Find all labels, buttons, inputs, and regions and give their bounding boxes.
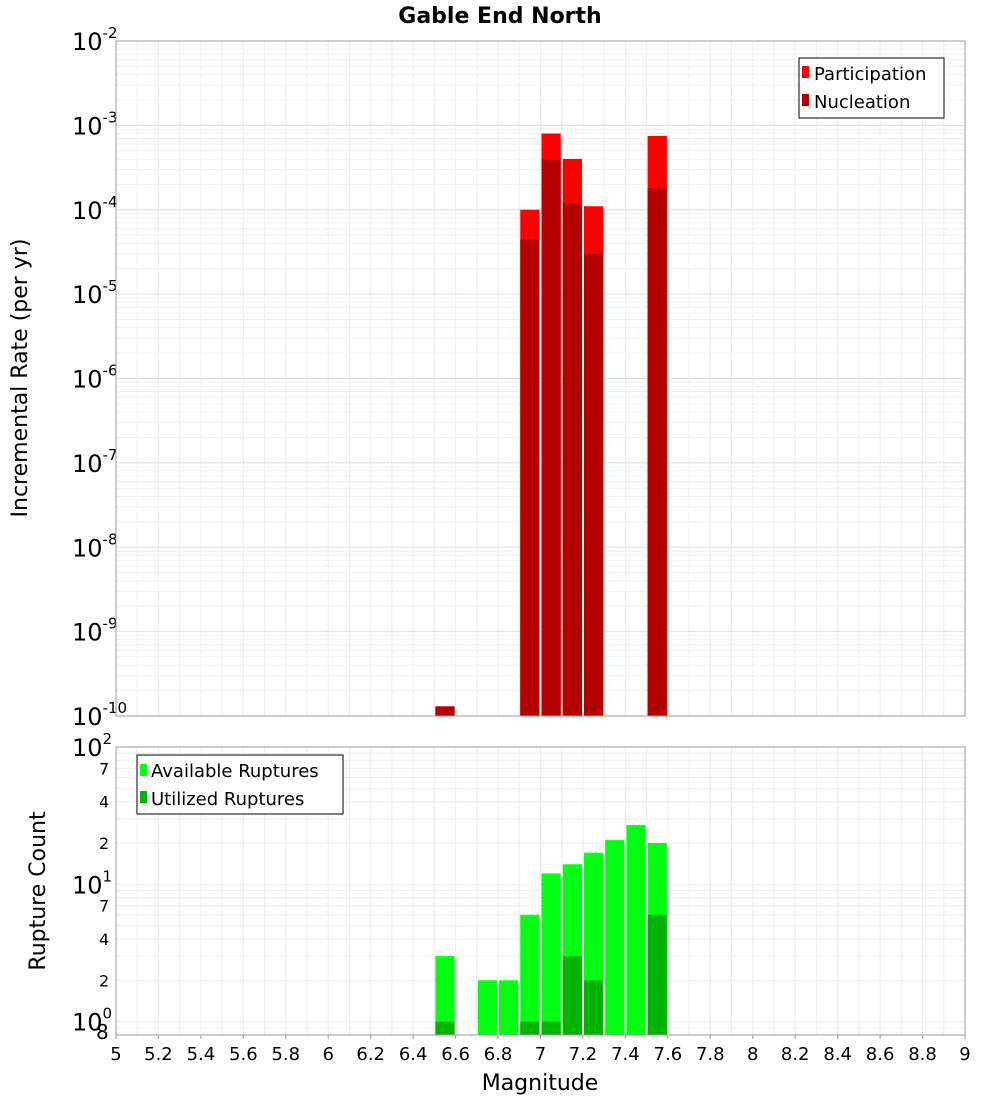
chart-title: Gable End North (398, 4, 601, 29)
bottom-y-minor-tick-label: 2 (99, 834, 109, 853)
available-bar (435, 956, 455, 1035)
bottom-y-minor-tick-label: 4 (99, 930, 109, 949)
top-y-tick-label: 10-2 (72, 24, 118, 56)
nucleation-legend-swatch (802, 94, 809, 106)
bottom-y-axis-label: Rupture Count (26, 811, 51, 971)
top-y-ticks: 10-10 10-9 10-8 10-7 10-6 10-5 10-4 10-3 10-2 (72, 24, 127, 731)
utilized-legend-label: Utilized Ruptures (151, 789, 304, 810)
bottom-bars (435, 825, 667, 1035)
x-tick-label: 8 (747, 1044, 758, 1065)
utilized-bar (562, 956, 582, 1035)
top-plot-border (115, 40, 966, 717)
x-tick-label: 7.4 (611, 1044, 640, 1065)
available-legend-label: Available Ruptures (151, 761, 319, 782)
available-bar (605, 840, 625, 1035)
available-bar (626, 825, 646, 1035)
nucleation-bar (562, 203, 582, 716)
available-legend-swatch (140, 764, 147, 776)
utilized-bar (583, 980, 604, 1035)
top-legend-box (798, 57, 945, 119)
top-y-axis-label: Incremental Rate (per yr) (8, 239, 33, 518)
top-y-tick-label: 10-8 (72, 530, 118, 562)
top-legend: Participation Nucleation (798, 57, 945, 119)
bottom-y-major-tick-label: 100 (72, 1005, 112, 1037)
bottom-y-minor-tick-label: 7 (99, 759, 109, 778)
x-tick-label: 9 (959, 1044, 970, 1065)
top-grid (115, 41, 966, 717)
x-tick-label: 7.2 (569, 1044, 598, 1065)
x-tick-label: 6.4 (399, 1044, 428, 1065)
top-bars (435, 133, 667, 717)
nucleation-bar (520, 239, 540, 716)
available-bar (541, 873, 561, 1035)
available-bar (477, 980, 498, 1035)
top-y-tick-label: 10-7 (72, 446, 118, 478)
nucleation-bar (541, 158, 561, 717)
top-y-tick-label: 10-4 (72, 193, 118, 225)
utilized-bar (541, 1021, 561, 1035)
bottom-plot: 100 101 102 8 2 4 7 2 4 7 Rupture Count Available… (26, 730, 966, 1044)
utilized-bar (520, 1021, 540, 1035)
participation-legend-label: Participation (814, 64, 926, 85)
top-y-tick-label: 10-6 (72, 362, 118, 394)
x-tick-label: 6 (323, 1044, 334, 1065)
nucleation-bar (647, 188, 667, 717)
top-y-tick-label: 10-9 (72, 615, 118, 647)
nucleation-bar (583, 253, 604, 716)
participation-legend-swatch (802, 66, 809, 78)
x-tick-label: 5.4 (187, 1044, 216, 1065)
x-tick-label: 5.2 (144, 1044, 173, 1065)
available-bar (499, 980, 519, 1035)
x-tick-label: 5 (110, 1044, 121, 1065)
x-tick-label: 7 (535, 1044, 546, 1065)
available-bar (520, 914, 540, 1035)
bottom-y-minor-tick-label: 8 (96, 1020, 109, 1044)
bottom-y-major-tick-label: 102 (72, 730, 112, 762)
x-tick-label: 8.8 (908, 1044, 937, 1065)
x-tick-label: 6.2 (356, 1044, 385, 1065)
utilized-legend-swatch (140, 791, 147, 803)
bottom-y-major-tick-label: 101 (72, 867, 112, 899)
x-tick-label: 5.8 (271, 1044, 300, 1065)
utilized-bar (647, 914, 667, 1035)
x-tick-label: 8.6 (866, 1044, 895, 1065)
x-tick-label: 8.4 (823, 1044, 852, 1065)
top-plot: 10-10 10-9 10-8 10-7 10-6 10-5 10-4 10-3 10-2 In… (8, 24, 966, 731)
bottom-y-minor-tick-label: 2 (99, 971, 109, 990)
top-y-tick-label: 10-5 (72, 277, 118, 309)
x-tick-label: 6.8 (484, 1044, 513, 1065)
x-tick-label: 7.8 (696, 1044, 725, 1065)
x-tick-label: 5.6 (229, 1044, 258, 1065)
bottom-y-minor-tick-label: 7 (99, 897, 109, 916)
x-axis-ticks: 5 5.2 5.4 5.6 5.8 6 6.2 6.4 6.6 6.8 7 7.2 7.4 7.6 7.8 8… (110, 1035, 971, 1065)
nucleation-bar (435, 706, 455, 716)
x-tick-label: 7.6 (654, 1044, 683, 1065)
top-y-tick-label: 10-3 (72, 108, 118, 140)
utilized-bar (435, 1021, 455, 1035)
bottom-y-minor-tick-label: 4 (99, 793, 109, 812)
x-tick-label: 8.2 (781, 1044, 810, 1065)
x-axis-label: Magnitude (482, 1071, 599, 1096)
top-y-tick-label: 10-10 (72, 699, 127, 731)
nucleation-legend-label: Nucleation (814, 92, 910, 113)
bottom-legend: Available Ruptures Utilized Ruptures (136, 754, 344, 815)
bottom-legend-box (136, 754, 344, 815)
bottom-y-ticks: 100 101 102 8 2 4 7 2 4 7 (72, 730, 112, 1044)
x-tick-label: 6.6 (441, 1044, 470, 1065)
